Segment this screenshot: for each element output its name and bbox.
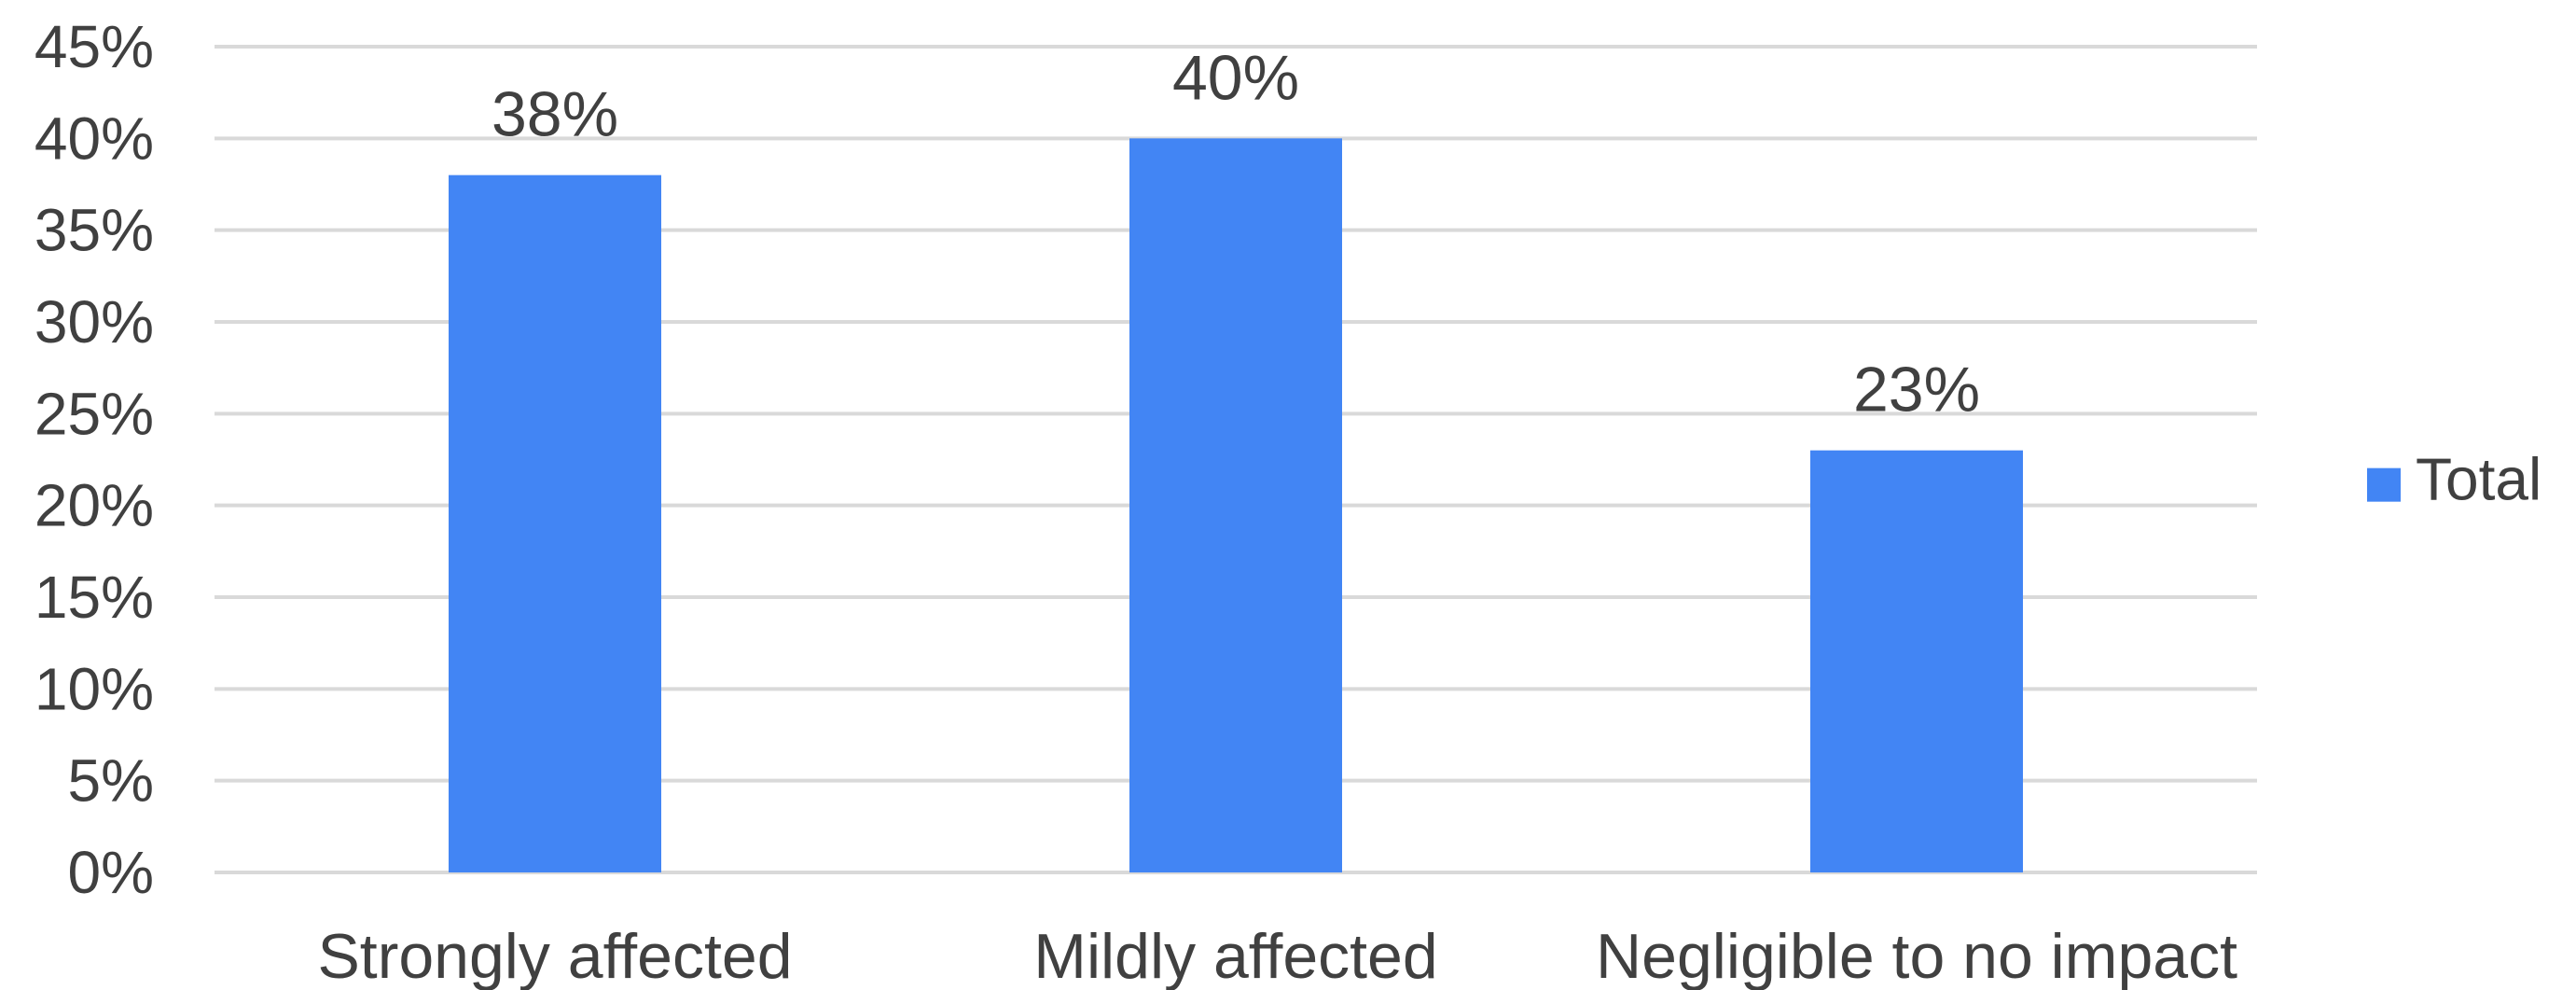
y-tick-label: 20%: [35, 472, 154, 539]
y-tick-label: 30%: [35, 288, 154, 356]
y-tick-label: 40%: [35, 105, 154, 172]
data-labels: 38% 40% 23%: [492, 42, 1980, 425]
bar-strongly-affected: [449, 174, 661, 872]
y-tick-label: 25%: [35, 380, 154, 447]
data-label: 23%: [1853, 355, 1980, 425]
x-axis-category-labels: Strongly affected Mildly affected Negligib…: [317, 921, 2237, 990]
y-tick-label: 45%: [35, 13, 154, 80]
y-tick-label: 0%: [68, 839, 155, 906]
data-label: 40%: [1172, 42, 1299, 113]
category-label: Negligible to no impact: [1596, 921, 2237, 990]
legend: Total: [2367, 446, 2541, 513]
legend-swatch: [2367, 467, 2401, 502]
legend-label: Total: [2416, 446, 2541, 513]
y-tick-label: 10%: [35, 655, 154, 722]
y-tick-label: 15%: [35, 564, 154, 631]
bar-mildly-affected: [1129, 138, 1342, 873]
bar-negligible-to-no-impact: [1810, 450, 2023, 872]
y-tick-label: 5%: [68, 747, 155, 815]
category-label: Mildly affected: [1033, 921, 1437, 990]
y-axis-tick-labels: 0% 5% 10% 15% 20% 25% 30% 35% 40% 45%: [35, 13, 154, 906]
y-tick-label: 35%: [35, 197, 154, 264]
data-label: 38%: [492, 79, 618, 150]
category-label: Strongly affected: [317, 921, 792, 990]
bars: [449, 138, 2023, 873]
